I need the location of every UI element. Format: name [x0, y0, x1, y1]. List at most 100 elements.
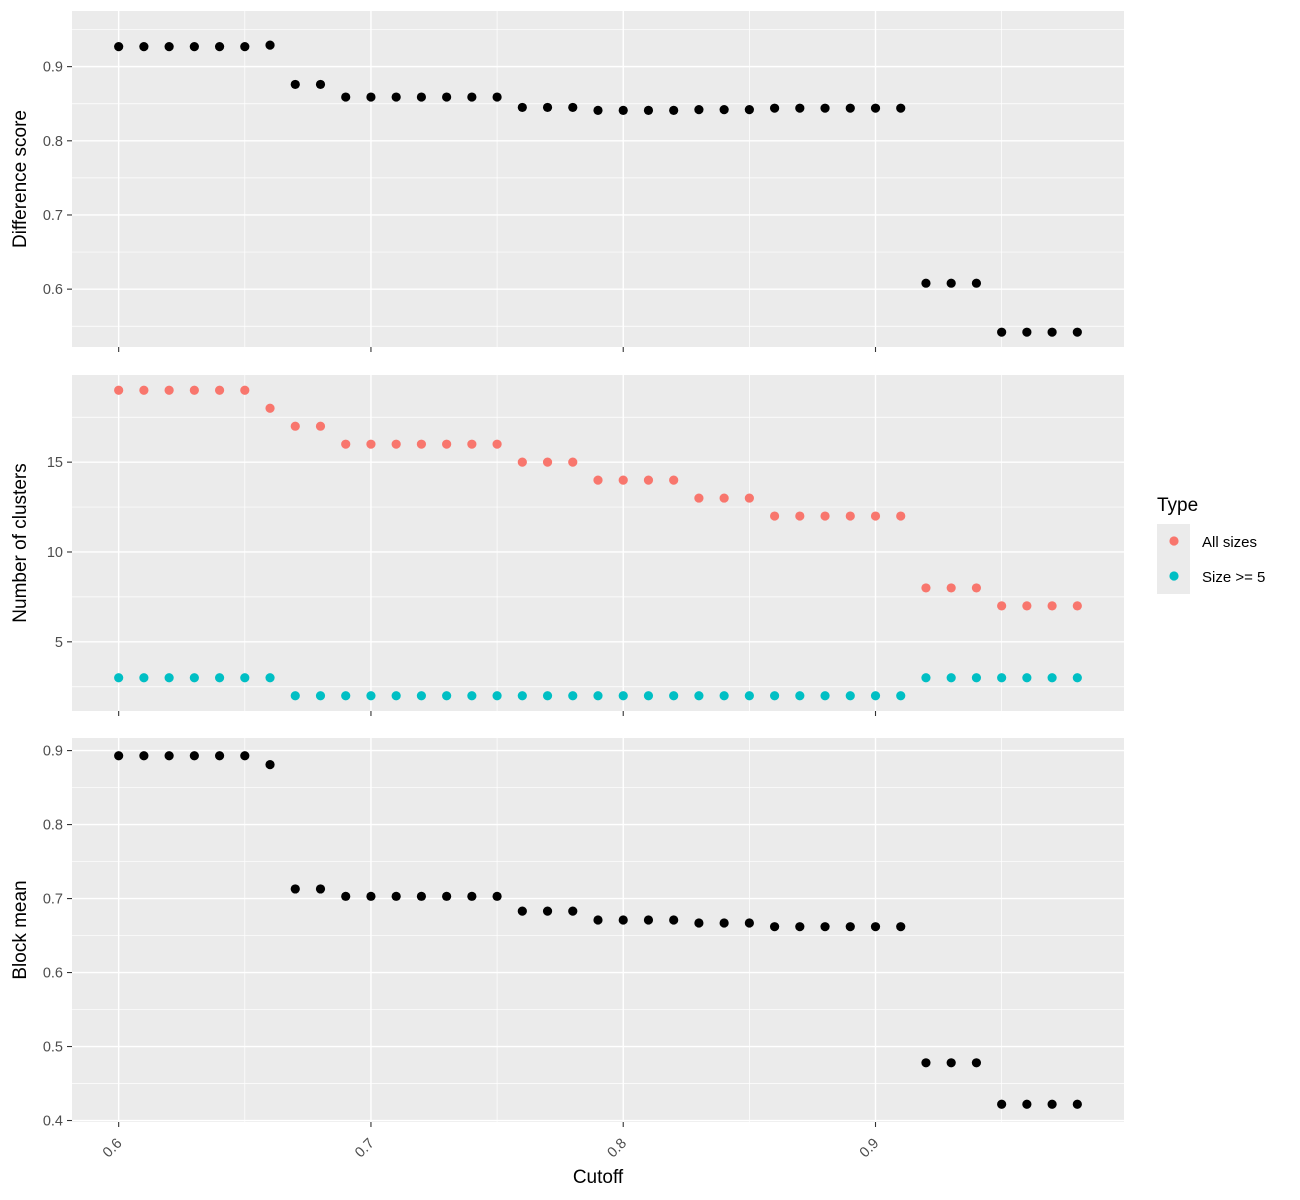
panel-background — [72, 11, 1124, 347]
data-point — [467, 439, 477, 449]
data-point — [492, 439, 502, 449]
data-point — [164, 751, 174, 761]
series-1 — [114, 751, 1082, 1109]
data-point — [593, 691, 603, 701]
data-point — [492, 691, 502, 701]
data-point — [997, 601, 1007, 611]
data-point — [467, 92, 477, 102]
data-point — [290, 884, 300, 894]
data-point — [643, 105, 654, 115]
data-point — [669, 105, 679, 115]
y-tick-label: 0.9 — [43, 744, 63, 760]
data-point — [265, 760, 275, 770]
legend-key — [1169, 536, 1179, 546]
x-tick-label: 0.8 — [604, 1136, 630, 1162]
data-point — [164, 385, 174, 395]
data-point — [971, 673, 982, 683]
data-point — [214, 42, 225, 52]
data-point — [114, 42, 124, 52]
data-point — [189, 751, 199, 761]
y-tick-label: 0.7 — [43, 892, 63, 908]
data-point — [189, 42, 199, 52]
data-point — [1072, 673, 1082, 683]
data-point — [517, 691, 527, 701]
legend: Type All sizes Size >= 5 — [1157, 495, 1265, 594]
data-point — [568, 457, 578, 467]
data-point — [189, 385, 199, 395]
data-point — [618, 105, 628, 115]
data-point — [795, 511, 805, 521]
panel-1: 0.6 0.7 0.8 0.9 Difference score — [10, 11, 1124, 352]
data-point — [341, 92, 351, 102]
data-point — [795, 922, 805, 932]
data-point — [845, 691, 855, 701]
data-point — [114, 751, 124, 761]
data-point — [164, 673, 174, 683]
legend-key-background — [1157, 524, 1190, 594]
data-point — [542, 102, 553, 113]
y-tick-label: 0.8 — [43, 134, 63, 150]
data-point — [719, 105, 729, 115]
data-point — [290, 79, 300, 90]
data-point — [719, 691, 729, 701]
data-point — [1022, 327, 1032, 337]
y-tick-label: 0.8 — [43, 818, 63, 834]
data-point — [1072, 327, 1082, 337]
data-point — [896, 691, 906, 701]
data-point — [265, 673, 275, 683]
data-point — [669, 475, 679, 485]
data-point — [669, 915, 679, 925]
data-point — [946, 673, 956, 683]
data-point — [820, 691, 830, 701]
y-tick-label: 0.9 — [43, 60, 63, 76]
panel-background — [72, 738, 1124, 1122]
data-point — [694, 493, 704, 503]
y-tick-label: 0.7 — [43, 208, 63, 224]
x-tick-label: 0.6 — [100, 1136, 126, 1162]
y-tick-label: 0.6 — [43, 282, 63, 298]
data-point — [1022, 1099, 1032, 1109]
data-point — [517, 906, 527, 916]
data-point — [139, 751, 149, 761]
series-size-5 — [114, 673, 1082, 701]
data-point — [870, 103, 881, 113]
legend-label: All sizes — [1202, 534, 1257, 551]
x-tick-label: 0.9 — [857, 1136, 883, 1162]
data-point — [568, 906, 578, 916]
data-point — [997, 1099, 1007, 1109]
data-point — [114, 385, 124, 395]
panels: 0.6 0.7 0.8 0.9 Difference score 5 10 15 Number … — [10, 11, 1124, 1161]
data-point — [214, 673, 225, 683]
data-point — [416, 439, 427, 449]
data-point — [921, 673, 931, 683]
data-point — [517, 102, 527, 113]
data-point — [391, 92, 401, 102]
data-point — [643, 915, 654, 925]
data-point — [896, 511, 906, 521]
data-point — [820, 511, 830, 521]
data-point — [795, 103, 805, 113]
data-point — [719, 493, 729, 503]
data-point — [618, 691, 628, 701]
legend-title: Type — [1157, 495, 1198, 516]
legend-key — [1169, 571, 1179, 581]
data-point — [139, 42, 149, 52]
y-tick-label: 0.4 — [43, 1114, 63, 1130]
y-tick-label: 10 — [47, 545, 63, 561]
data-point — [240, 751, 250, 761]
data-point — [896, 103, 906, 113]
data-point — [744, 691, 754, 701]
data-point — [315, 79, 326, 90]
data-point — [997, 327, 1007, 337]
y-tick-label: 0.6 — [43, 966, 63, 982]
data-point — [1047, 673, 1057, 683]
data-point — [820, 922, 830, 932]
data-point — [971, 1058, 982, 1068]
y-axis-title: Block mean — [10, 880, 31, 979]
series-all-sizes — [114, 385, 1082, 611]
data-point — [341, 691, 351, 701]
data-point — [139, 385, 149, 395]
data-point — [971, 278, 982, 288]
data-point — [391, 891, 401, 901]
